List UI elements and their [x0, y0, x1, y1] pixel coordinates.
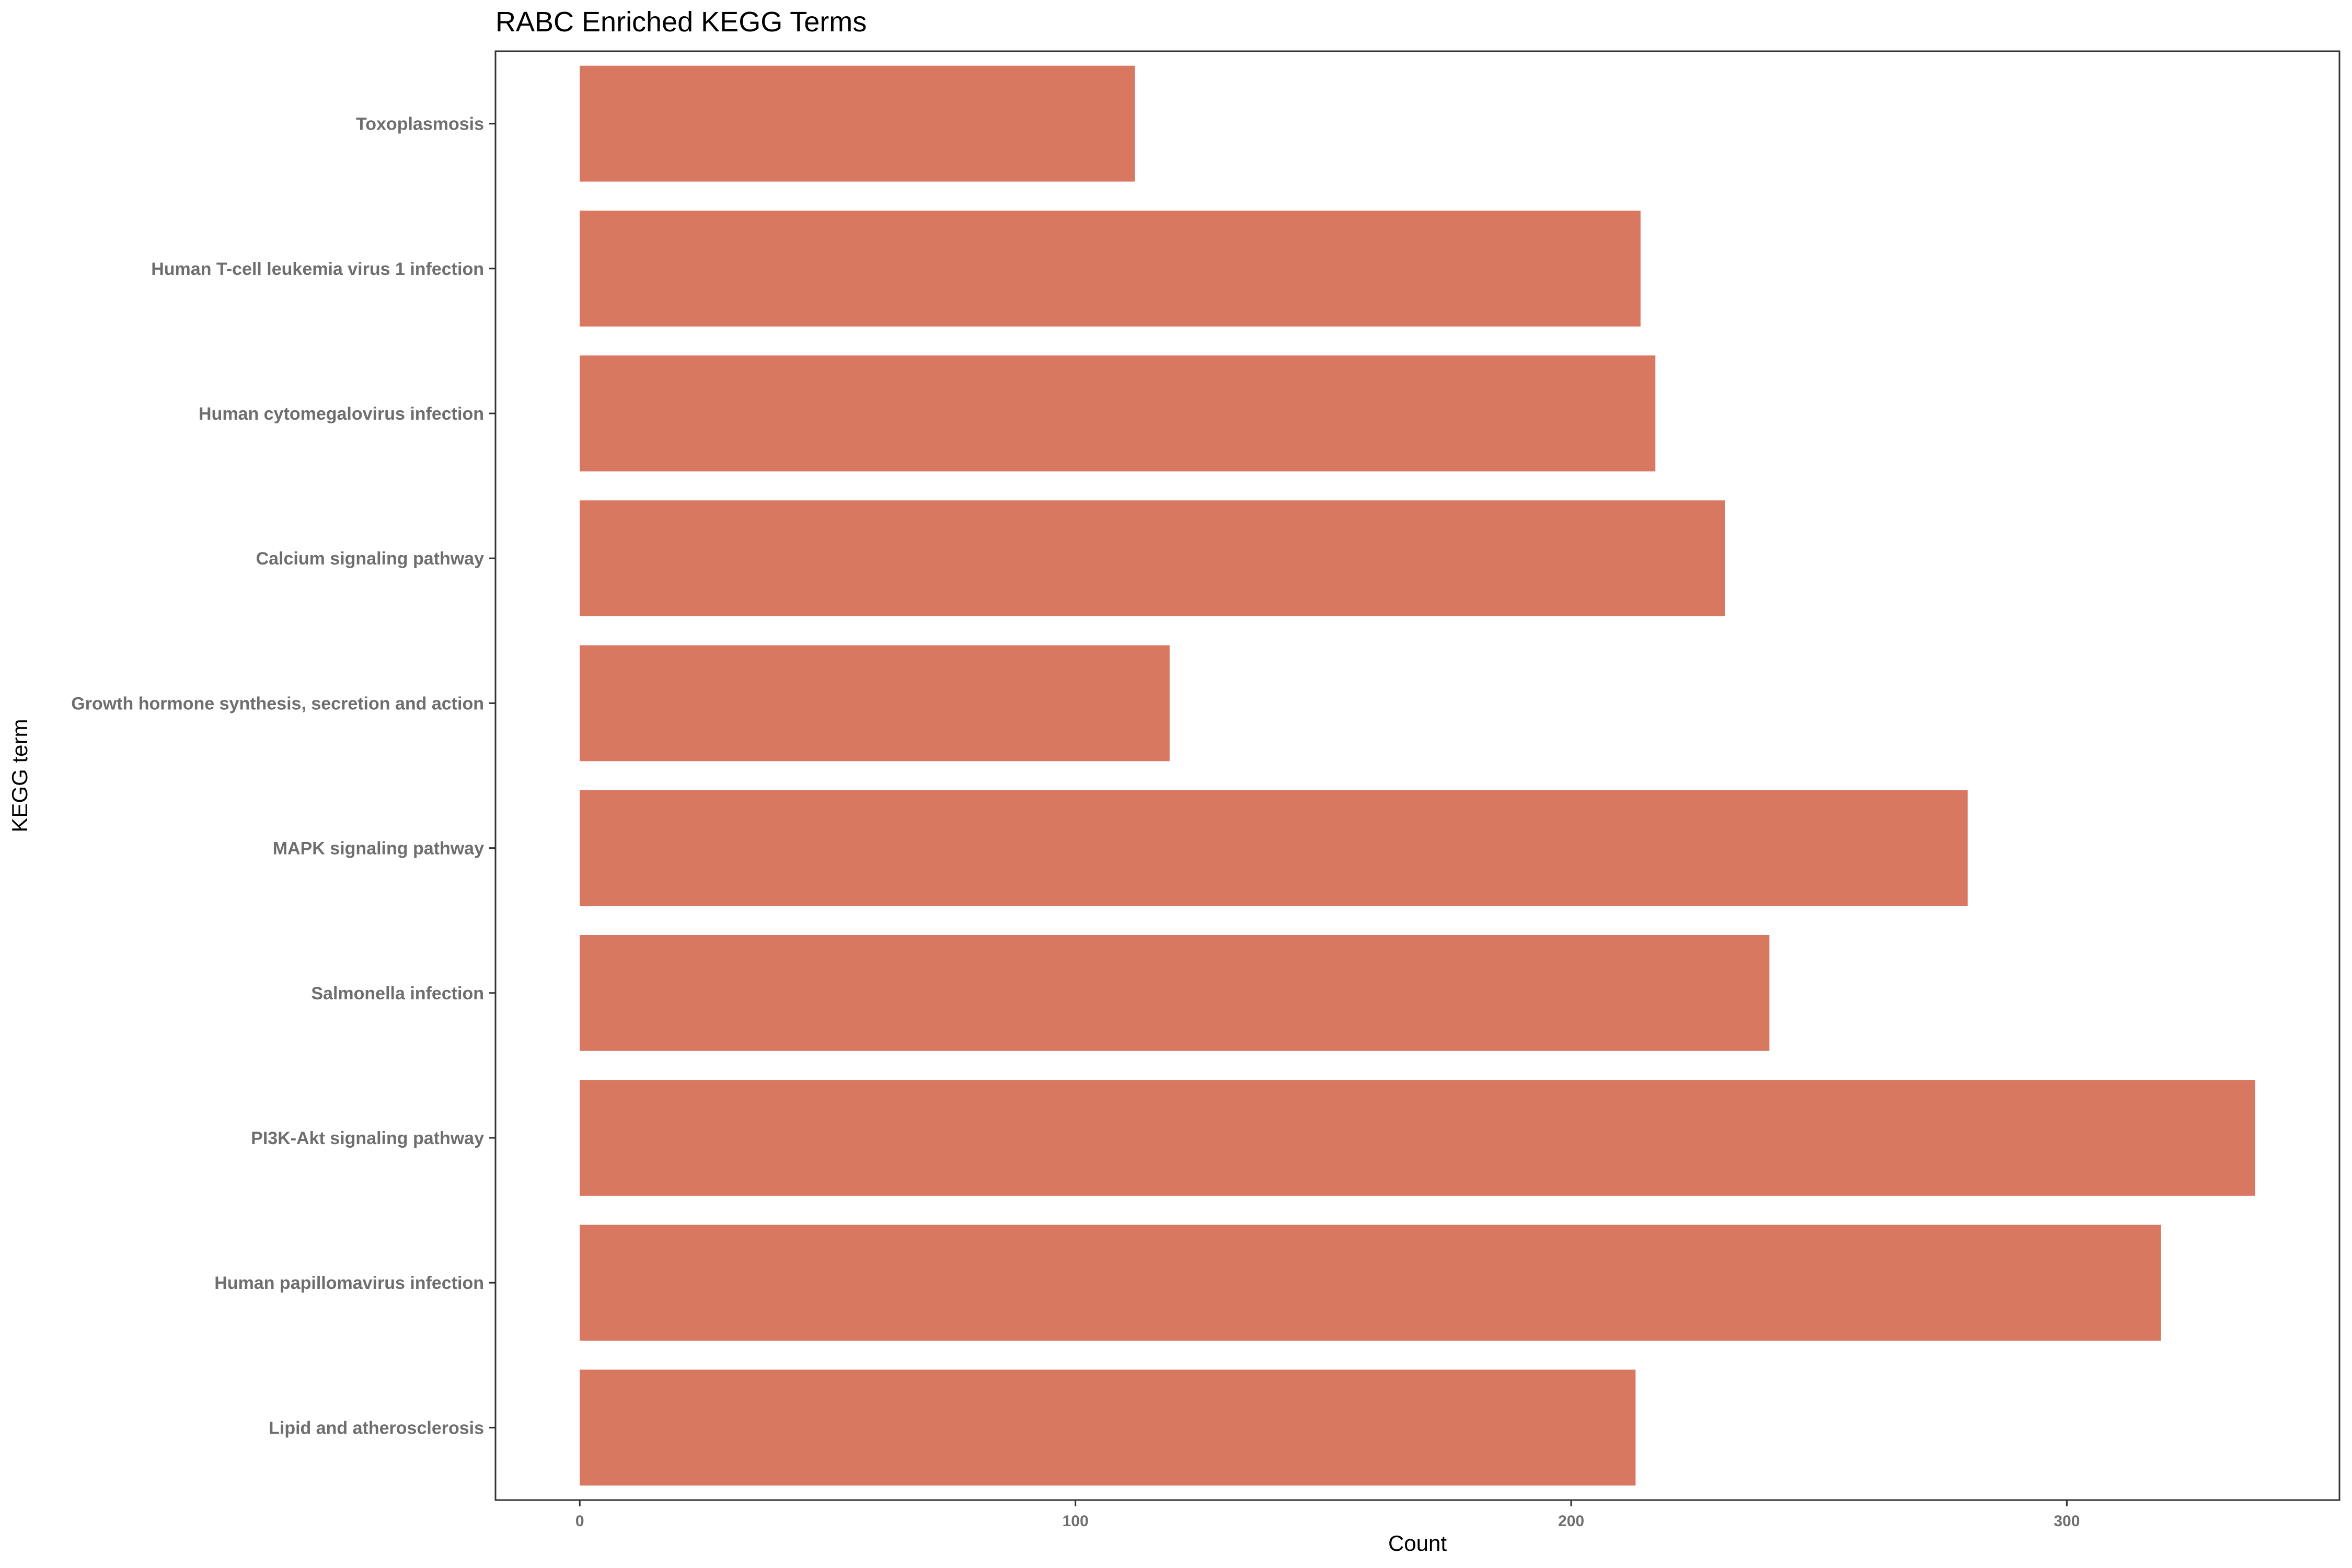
bars-layer [580, 65, 2255, 1486]
x-tick-label: 100 [1063, 1513, 1089, 1530]
bar [580, 645, 1170, 762]
y-tick-label: Growth hormone synthesis, secretion and … [71, 694, 484, 713]
bar [580, 65, 1135, 182]
y-tick-label: Human papillomavirus infection [214, 1273, 484, 1293]
y-axis-title: KEGG term [7, 719, 32, 832]
x-axis: 0 100 200 300 [575, 1500, 2080, 1530]
y-axis: Toxoplasmosis Human T-cell leukemia virus… [71, 114, 495, 1438]
bar [580, 790, 1968, 906]
bar [580, 935, 1770, 1051]
x-axis-title: Count [1388, 1531, 1447, 1555]
bar [580, 1080, 2255, 1196]
bar [580, 500, 1725, 617]
bar [580, 1369, 1636, 1486]
y-tick-label: Salmonella infection [311, 984, 484, 1004]
y-tick-label: Lipid and atherosclerosis [269, 1418, 484, 1438]
y-tick-label: Calcium signaling pathway [256, 549, 485, 569]
y-tick-label: MAPK signaling pathway [273, 839, 484, 859]
x-tick-label: 200 [1558, 1513, 1584, 1530]
bar [580, 355, 1656, 471]
bar [580, 210, 1641, 327]
x-tick-label: 300 [2054, 1513, 2080, 1530]
y-tick-label: Toxoplasmosis [356, 114, 484, 134]
y-tick-label: Human cytomegalovirus infection [199, 404, 484, 424]
bar [580, 1225, 2161, 1341]
chart-title: RABC Enriched KEGG Terms [495, 6, 867, 38]
y-tick-label: PI3K-Akt signaling pathway [251, 1128, 484, 1148]
y-tick-label: Human T-cell leukemia virus 1 infection [151, 259, 484, 279]
x-tick-label: 0 [575, 1513, 584, 1530]
